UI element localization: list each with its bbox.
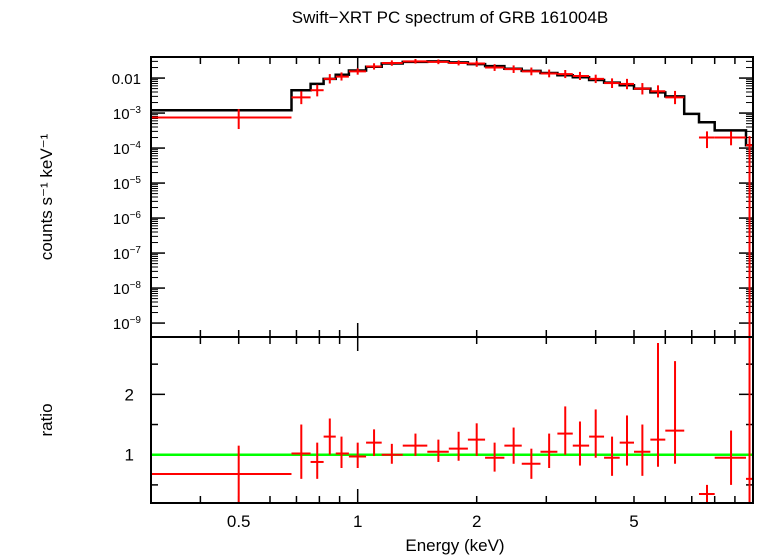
chart-title: Swift−XRT PC spectrum of GRB 161004B <box>292 8 608 27</box>
spectrum-data-point <box>348 68 367 75</box>
spectrum-data-point <box>745 136 753 337</box>
spectrum-panel-frame <box>150 56 754 338</box>
y-tick-label: 2 <box>125 385 134 404</box>
spectrum-data-point <box>310 84 324 97</box>
ratio-data-point <box>634 424 651 476</box>
x-tick-label: 2 <box>472 512 481 531</box>
ratio-data-point <box>504 427 522 464</box>
ratio-data-points <box>151 337 753 503</box>
y-tick-label: 10−3 <box>113 105 142 123</box>
ratio-data-point <box>485 442 505 472</box>
spectrum-data-point <box>291 91 311 105</box>
spectrum-data-point <box>335 72 349 81</box>
top-y-axis-label: counts s⁻¹ keV⁻¹ <box>37 133 56 260</box>
ratio-data-point <box>427 439 449 462</box>
model-step-line <box>151 60 753 147</box>
y-tick-label: 10−9 <box>113 315 142 333</box>
ratio-data-point <box>323 418 336 455</box>
spectrum-data-point <box>485 64 505 71</box>
y-tick-label: 1 <box>125 446 134 465</box>
spectrum-data-point <box>402 59 428 64</box>
ratio-data-point <box>619 415 635 466</box>
ratio-data-point <box>402 433 428 456</box>
ratio-data-point <box>698 484 715 503</box>
spectrum-data-point <box>366 63 382 70</box>
ratio-data-point <box>151 445 292 503</box>
ratio-data-point <box>467 423 486 456</box>
spectrum-data-point <box>427 59 449 65</box>
spectrum-data-point <box>504 65 522 73</box>
y-tick-label: 10−6 <box>113 210 142 228</box>
ratio-data-point <box>540 433 558 468</box>
ratio-data-point <box>589 409 605 458</box>
spectrum-data-point <box>323 74 336 84</box>
ratio-data-point <box>291 424 311 479</box>
spectrum-data-point <box>572 71 590 81</box>
ratio-data-point <box>557 406 573 455</box>
ratio-data-point <box>521 448 541 479</box>
spectrum-data-point <box>714 131 746 146</box>
y-tick-label: 10−8 <box>113 280 142 298</box>
y-tick-label: 0.01 <box>112 71 141 88</box>
y-tick-label: 10−4 <box>113 140 142 158</box>
x-axis-label: Energy (keV) <box>405 536 504 555</box>
ratio-data-point <box>665 361 685 464</box>
spectrum-data-point <box>467 60 486 67</box>
spectrum-data-point <box>557 70 573 79</box>
spectrum-data-point <box>634 83 651 95</box>
spectrum-data-point <box>540 69 558 78</box>
ratio-data-point <box>714 430 746 485</box>
spectrum-panel: 0.01 10−3 10−4 10−5 10−6 10−7 10−8 10−9 <box>112 56 754 338</box>
spectrum-data-point <box>604 78 620 89</box>
spectrum-data-point <box>589 74 605 84</box>
ratio-data-point <box>381 443 403 464</box>
spectrum-data-point <box>650 85 666 98</box>
spectrum-data-point <box>151 109 292 130</box>
x-tick-label: 0.5 <box>227 512 251 531</box>
bottom-y-axis-label: ratio <box>37 403 56 436</box>
spectrum-data-points <box>151 59 753 337</box>
x-tick-label: 1 <box>353 512 362 531</box>
spectrum-data-point <box>521 67 541 76</box>
model-histogram <box>151 60 753 147</box>
ratio-data-point <box>335 436 349 468</box>
ratio-data-point <box>448 431 468 461</box>
ratio-panel: 0.5 1 2 5 1 2 <box>125 336 754 531</box>
ratio-panel-frame <box>150 336 754 504</box>
spectrum-data-point <box>665 90 685 105</box>
y-tick-label: 10−5 <box>113 175 142 193</box>
ratio-data-point <box>348 442 367 468</box>
spectrum-data-point <box>448 60 468 66</box>
spectrum-data-point <box>381 60 403 66</box>
ratio-data-point <box>572 421 590 466</box>
spectrum-data-point <box>698 131 715 149</box>
ratio-data-point <box>604 436 620 476</box>
ratio-data-point <box>745 337 753 503</box>
ratio-data-point <box>310 442 324 479</box>
y-tick-label: 10−7 <box>113 245 142 263</box>
ratio-data-point <box>366 429 382 456</box>
ratio-data-point <box>650 343 666 467</box>
spectrum-data-point <box>619 78 635 90</box>
x-tick-label: 5 <box>629 512 638 531</box>
